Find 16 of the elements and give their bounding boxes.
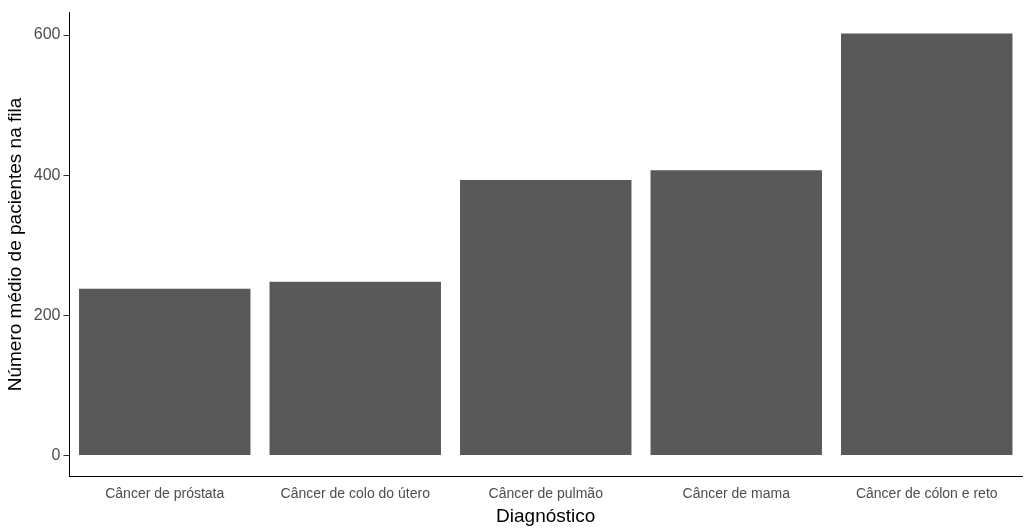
bar — [650, 170, 822, 455]
bar — [460, 180, 632, 455]
x-tick-label: Câncer de colo do útero — [280, 484, 431, 501]
y-tick-label: 400 — [33, 165, 61, 183]
x-tick-label: Câncer de mama — [682, 484, 791, 501]
x-tick-label: Câncer de pulmão — [488, 484, 604, 501]
y-tick-label: 0 — [51, 445, 61, 463]
y-tick-label: 600 — [33, 25, 61, 43]
x-axis-title: Diagnóstico — [496, 504, 596, 526]
bar — [269, 281, 441, 455]
x-tick-label: Câncer de cólon e reto — [855, 484, 998, 501]
y-axis-title: Número médio de pacientes na fila — [3, 97, 25, 392]
bar — [79, 288, 251, 455]
y-tick-label: 200 — [33, 305, 61, 323]
x-tick-label: Câncer de próstata — [105, 484, 225, 501]
bar — [841, 33, 1013, 455]
